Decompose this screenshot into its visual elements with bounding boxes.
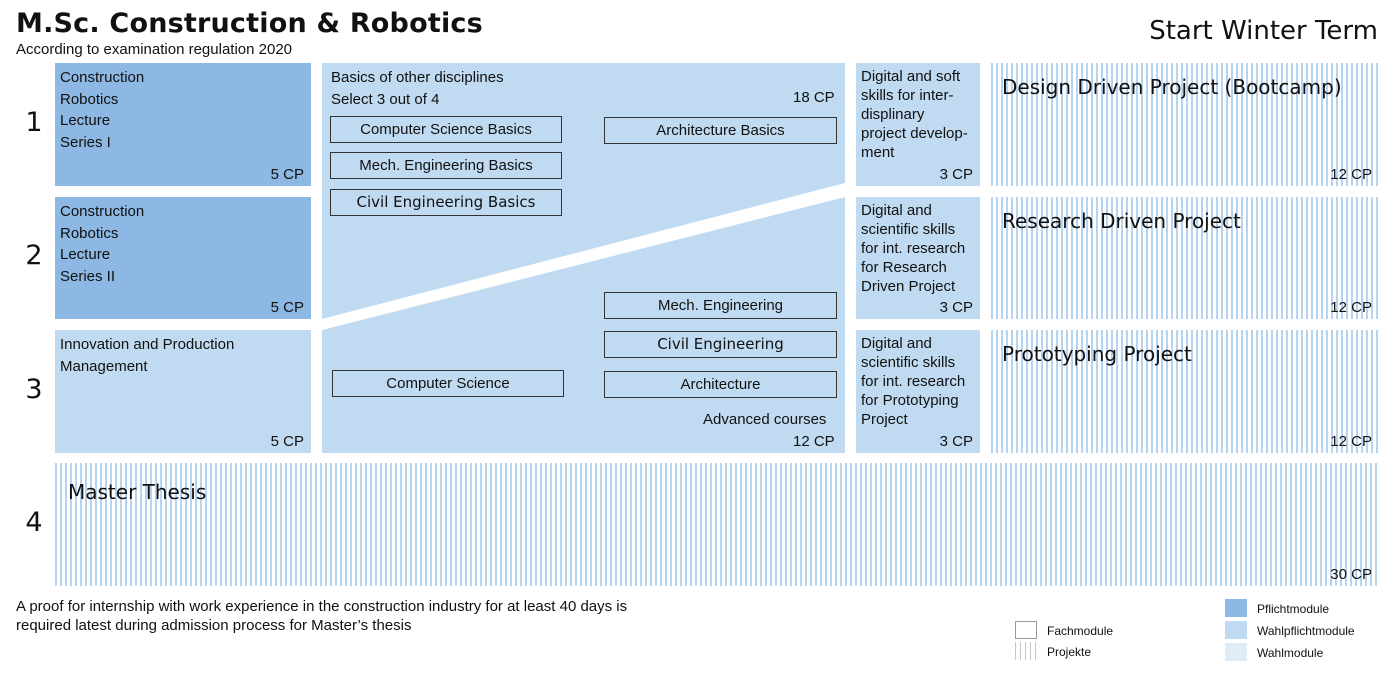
course-architecture[interactable]: Architecture [604,371,837,398]
module-title: Construction Robotics Lecture Series I [60,69,145,151]
credit-points: 5 CP [270,299,304,316]
credit-points: 5 CP [270,166,304,183]
module-prototyping-skills[interactable]: Digital and scientific skills for int. res… [856,330,980,453]
thesis-title: Master Thesis [68,480,207,504]
module-innovation-management[interactable]: Innovation and Production Management 5 CP [55,330,311,453]
legend: Fachmodule Projekte Pflichtmodule Wahlpf… [1010,598,1390,668]
module-soft-skills[interactable]: Digital and soft skills for inter-displin… [856,63,980,186]
module-lecture-series-2[interactable]: Construction Robotics Lecture Series II 5 C… [55,197,311,319]
internship-note: A proof for internship with work experie… [16,598,628,634]
basics-heading: Basics of other disciplines Select 3 out… [331,69,504,108]
course-mech-engineering-basics[interactable]: Mech. Engineering Basics [330,152,562,179]
legend-swatch-wahlmodule [1225,643,1247,661]
legend-swatch-pflichtmodule [1225,599,1247,617]
course-mech-engineering[interactable]: Mech. Engineering [604,292,837,319]
credit-points: 5 CP [270,433,304,450]
legend-label-projekte: Projekte [1047,645,1092,659]
module-title: Digital and scientific skills for int. res… [861,335,966,428]
page-title: M.Sc. Construction & Robotics [16,8,483,39]
credit-points: 30 CP [1330,566,1372,583]
module-title: Construction Robotics Lecture Series II [60,203,145,285]
legend-label-wahlpflichtmodule: Wahlpflichtmodule [1257,624,1355,638]
basics-credit-points: 18 CP [793,89,835,106]
module-research-skills[interactable]: Digital and scientific skills for int. res… [856,197,980,319]
module-lecture-series-1[interactable]: Construction Robotics Lecture Series I 5 CP [55,63,311,186]
legend-swatch-projekte [1015,642,1037,660]
module-title: Digital and scientific skills for int. res… [861,202,966,295]
semester-number-1: 1 [25,107,43,138]
project-title: Research Driven Project [1002,209,1241,233]
credit-points: 12 CP [1330,299,1372,316]
course-computer-science[interactable]: Computer Science [332,370,564,397]
legend-label-wahlmodule: Wahlmodule [1257,646,1324,660]
advanced-credit-points: 12 CP [793,433,835,450]
page-subtitle: According to examination regulation 2020 [16,41,293,58]
module-master-thesis[interactable]: Master Thesis 30 CP [55,463,1379,586]
legend-swatch-wahlpflichtmodule [1225,621,1247,639]
credit-points: 3 CP [939,433,973,450]
module-title: Digital and soft skills for inter-displin… [861,68,968,161]
semester-number-3: 3 [25,374,43,405]
project-design-driven[interactable]: Design Driven Project (Bootcamp) 12 CP [991,63,1379,186]
course-civil-engineering-basics[interactable]: Civil Engineering Basics [330,189,562,216]
start-term-label: Start Winter Term [1149,16,1378,46]
project-title: Design Driven Project (Bootcamp) [1002,75,1342,99]
basics-advanced-block [322,63,845,453]
advanced-courses-label: Advanced courses [703,411,827,428]
credit-points: 12 CP [1330,166,1372,183]
course-architecture-basics[interactable]: Architecture Basics [604,117,837,144]
module-title: Innovation and Production Management [60,336,235,375]
legend-label-pflichtmodule: Pflichtmodule [1257,602,1330,616]
credit-points: 3 CP [939,299,973,316]
semester-number-2: 2 [25,240,43,271]
credit-points: 12 CP [1330,433,1372,450]
course-computer-science-basics[interactable]: Computer Science Basics [330,116,562,143]
advanced-area [322,197,845,453]
legend-swatch-fachmodule [1015,621,1037,639]
project-title: Prototyping Project [1002,342,1192,366]
legend-label-fachmodule: Fachmodule [1047,624,1114,638]
credit-points: 3 CP [939,166,973,183]
project-research-driven[interactable]: Research Driven Project 12 CP [991,197,1379,319]
basics-area [322,63,845,319]
semester-number-4: 4 [25,507,43,538]
course-civil-engineering[interactable]: Civil Engineering [604,331,837,358]
project-prototyping[interactable]: Prototyping Project 12 CP [991,330,1379,453]
